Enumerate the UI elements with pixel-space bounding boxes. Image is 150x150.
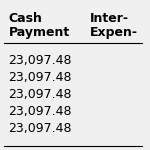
Text: Inter-: Inter- xyxy=(90,12,129,25)
Text: 23,097.48: 23,097.48 xyxy=(9,105,72,118)
Text: Cash: Cash xyxy=(9,12,42,25)
Text: Expen-: Expen- xyxy=(90,26,138,39)
Text: Payment: Payment xyxy=(9,26,70,39)
Text: 23,097.48: 23,097.48 xyxy=(9,54,72,67)
Text: 23,097.48: 23,097.48 xyxy=(9,122,72,135)
Text: 23,097.48: 23,097.48 xyxy=(9,71,72,84)
Text: 23,097.48: 23,097.48 xyxy=(9,88,72,101)
